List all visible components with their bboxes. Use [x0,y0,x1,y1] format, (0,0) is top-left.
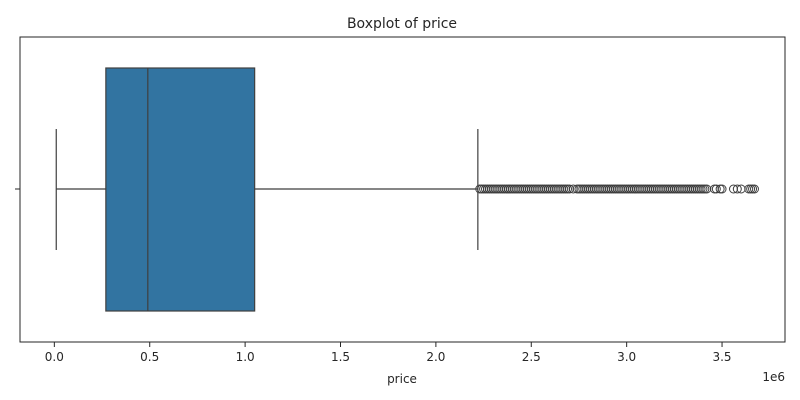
x-axis-offset-label: 1e6 [762,370,785,384]
x-tick-label: 2.0 [426,350,445,364]
iqr-box [105,67,256,312]
x-tick-label: 1.0 [236,350,255,364]
outlier-point [711,184,721,194]
x-tick-label: 1.5 [331,350,350,364]
x-tick-label: 0.0 [45,350,64,364]
outlier-point [749,184,759,194]
x-tick-label: 0.5 [140,350,159,364]
x-axis-ticks: 0.0 0.5 1.0 1.5 2.0 2.5 3.0 3.5 [45,342,732,364]
x-tick-label: 3.0 [617,350,636,364]
outlier-point [732,184,742,194]
x-tick-label: 3.5 [712,350,731,364]
outlier-point [717,184,727,194]
x-axis-label: price [387,372,417,386]
outlier-group [475,184,759,194]
box-group [55,67,479,312]
chart-title: Boxplot of price [347,16,457,32]
x-tick-label: 2.5 [522,350,541,364]
